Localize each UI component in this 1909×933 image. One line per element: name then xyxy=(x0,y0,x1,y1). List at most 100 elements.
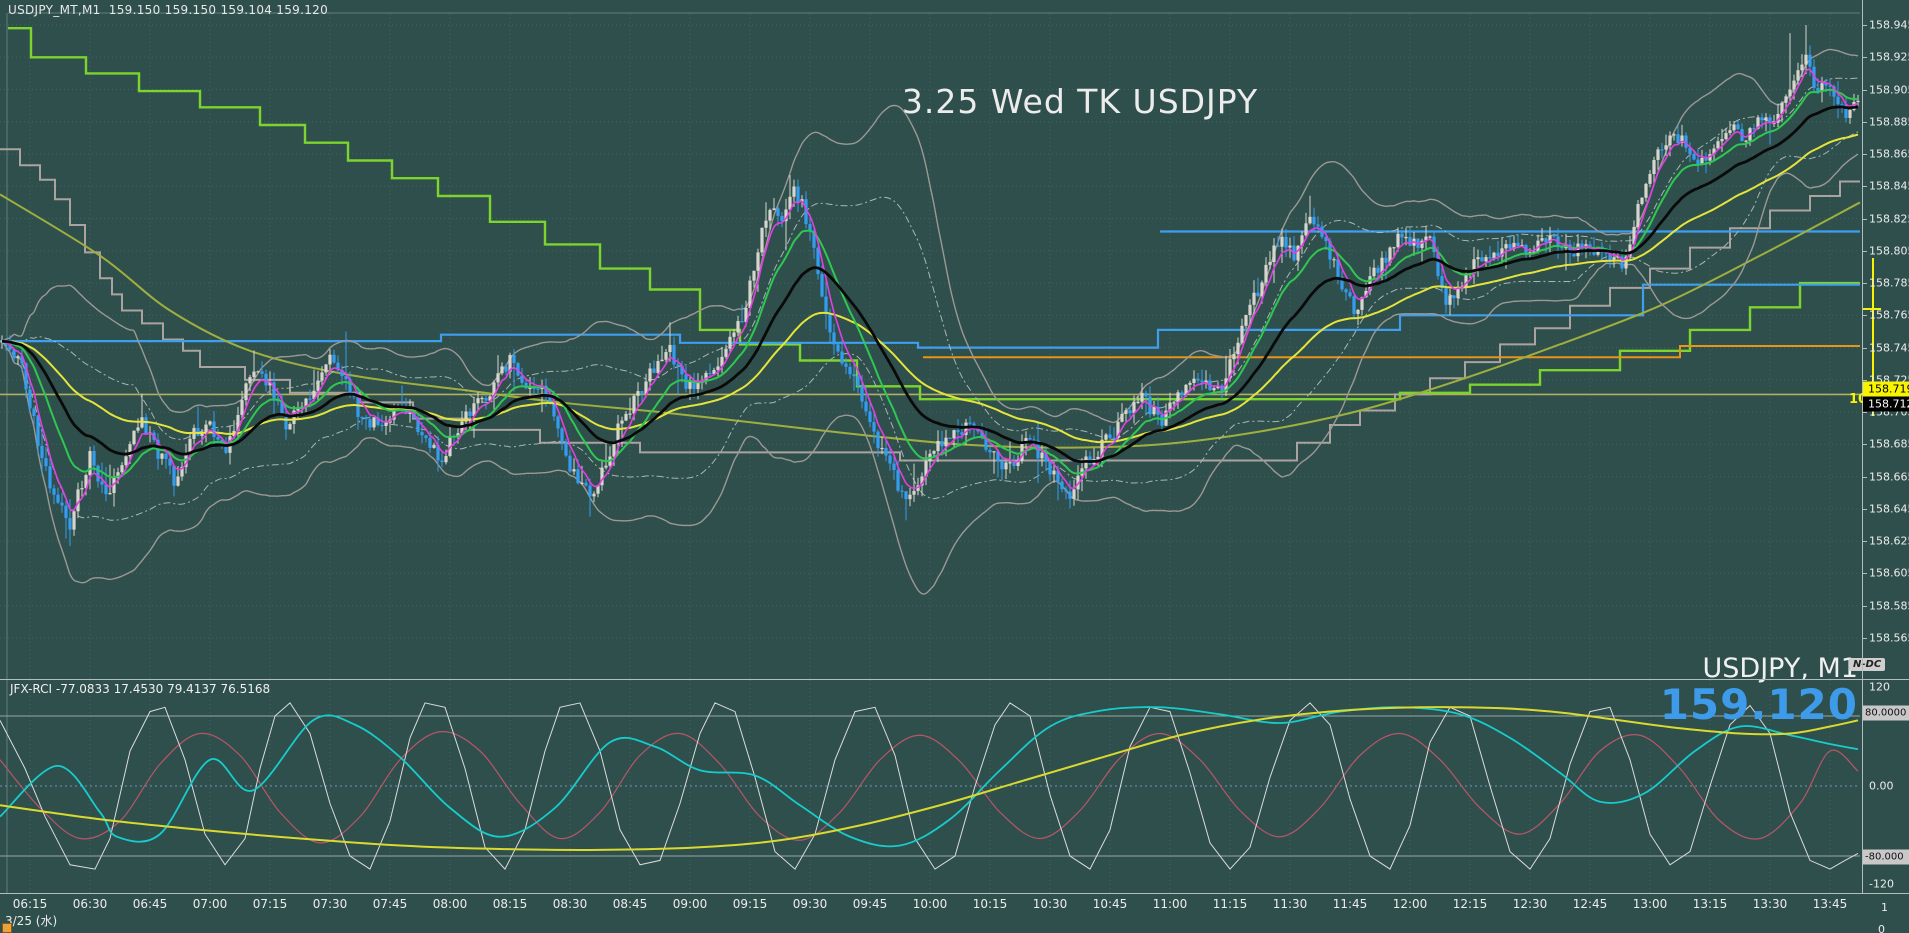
time-axis-label: 11:45 xyxy=(1332,897,1368,911)
osc-level-badge: 80.0000 xyxy=(1863,705,1909,721)
time-axis-label: 09:30 xyxy=(792,897,828,911)
rci-grid xyxy=(0,680,1862,893)
orange-level-line xyxy=(923,345,1860,359)
rci-lines xyxy=(0,702,1859,870)
price-axis-tick xyxy=(1863,121,1867,123)
rci-values-label: JFX-RCI -77.0833 17.4530 79.4137 76.5168 xyxy=(10,682,271,696)
corner-label: 1 xyxy=(1881,901,1888,914)
price-axis-tick xyxy=(1863,154,1867,156)
time-axis-label: 12:15 xyxy=(1452,897,1488,911)
time-axis-label: 13:00 xyxy=(1632,897,1668,911)
measure-tool-line[interactable] xyxy=(1872,258,1874,416)
price-axis-label: 158.565 xyxy=(1869,631,1909,645)
watermark-price: 159.120 xyxy=(1659,680,1858,730)
price-axis-label: 158.845 xyxy=(1869,179,1909,193)
osc-level-badge: -80.000 xyxy=(1863,849,1909,865)
price-axis-tick xyxy=(1863,412,1867,414)
osc-axis-label: 120 xyxy=(1869,680,1890,694)
price-axis-tick xyxy=(1863,541,1867,543)
time-axis-label: 09:00 xyxy=(672,897,708,911)
time-axis-label: 10:15 xyxy=(972,897,1008,911)
time-axis[interactable]: 3/25 (水) 06:15 06:30 06:45 07:00 07:15 07:30 0… xyxy=(0,893,1909,933)
main-price-chart[interactable] xyxy=(0,0,1862,680)
rci-mid xyxy=(0,731,1859,844)
price-axis-label: 158.625 xyxy=(1869,534,1909,548)
time-axis-label: 13:30 xyxy=(1752,897,1788,911)
time-axis-label: 08:30 xyxy=(552,897,588,911)
price-axis-label: 158.945 xyxy=(1869,18,1909,32)
price-badge: 158.719 xyxy=(1863,381,1909,397)
time-axis-label: 08:15 xyxy=(492,897,528,911)
price-axis-tick xyxy=(1863,605,1867,607)
panel-separator-top[interactable] xyxy=(0,679,1909,680)
price-axis-label: 158.785 xyxy=(1869,276,1909,290)
ema-slower-yellow xyxy=(1,133,1859,444)
price-axis-label: 158.745 xyxy=(1869,341,1909,355)
time-axis-label: 13:45 xyxy=(1812,897,1848,911)
price-axis-label: 158.925 xyxy=(1869,50,1909,64)
price-axis-tick xyxy=(1863,573,1867,575)
time-axis-label: 11:30 xyxy=(1272,897,1308,911)
panel-separator-bottom xyxy=(0,893,1909,894)
broker-logo-badge: N-DC xyxy=(1849,658,1886,671)
chart-title-overlay: 3.25 Wed TK USDJPY xyxy=(901,82,1259,121)
price-axis-tick xyxy=(1863,283,1867,285)
ema-fast-magenta xyxy=(1,68,1859,512)
time-axis-label: 07:00 xyxy=(192,897,228,911)
rci-indicator-panel[interactable] xyxy=(0,680,1862,893)
time-axis-label: 11:00 xyxy=(1152,897,1188,911)
price-axis[interactable]: 10 158.945 158.925 158.905 158.885 158.865 15… xyxy=(1849,0,1909,893)
ema-slow-black xyxy=(1,105,1859,464)
time-axis-label: 11:15 xyxy=(1212,897,1248,911)
corner-label: 0 xyxy=(1878,923,1885,933)
time-axis-label: 09:45 xyxy=(852,897,888,911)
time-axis-label: 08:45 xyxy=(612,897,648,911)
time-axis-label: 07:30 xyxy=(312,897,348,911)
price-axis-tick xyxy=(1863,315,1867,317)
price-axis-tick xyxy=(1863,218,1867,220)
time-axis-label: 08:00 xyxy=(432,897,468,911)
osc-axis-label: 0.00 xyxy=(1869,779,1894,793)
bollinger-bands xyxy=(1,48,1859,595)
time-axis-label: 12:00 xyxy=(1392,897,1428,911)
price-axis-tick xyxy=(1863,444,1867,446)
time-axis-label: 10:00 xyxy=(912,897,948,911)
price-axis-label: 158.585 xyxy=(1869,599,1909,613)
price-badge: 158.712 xyxy=(1863,396,1909,412)
rci-slow xyxy=(0,706,1859,848)
price-axis-label: 158.805 xyxy=(1869,244,1909,258)
watermark: USDJPY, M1 159.120 xyxy=(1659,654,1858,730)
time-axis-label: 13:15 xyxy=(1692,897,1728,911)
price-axis-tick xyxy=(1863,89,1867,91)
green-step-line xyxy=(8,27,1860,401)
price-axis-tick xyxy=(1863,508,1867,510)
scroll-position-marker[interactable] xyxy=(2,923,12,933)
measure-tool-tick xyxy=(1863,308,1881,310)
price-axis-label: 158.865 xyxy=(1869,147,1909,161)
time-axis-label: 06:45 xyxy=(132,897,168,911)
ema-mid-green xyxy=(1,88,1859,479)
time-axis-label: 09:15 xyxy=(732,897,768,911)
price-axis-tick xyxy=(1863,57,1867,59)
price-axis-tick xyxy=(1863,25,1867,26)
price-axis-tick xyxy=(1863,637,1867,639)
price-axis-label: 158.765 xyxy=(1869,308,1909,322)
osc-axis-label: -120 xyxy=(1869,877,1894,891)
blue-level-line-a xyxy=(0,283,1860,349)
rci-fast xyxy=(0,702,1859,870)
price-axis-tick xyxy=(1863,476,1867,478)
price-axis-label: 158.885 xyxy=(1869,115,1909,129)
time-axis-label: 12:45 xyxy=(1572,897,1608,911)
price-axis-label: 158.605 xyxy=(1869,566,1909,580)
time-axis-label: 07:15 xyxy=(252,897,288,911)
price-axis-tick xyxy=(1863,250,1867,252)
time-axis-label: 10:30 xyxy=(1032,897,1068,911)
price-axis-tick xyxy=(1863,379,1867,381)
moving-averages xyxy=(1,68,1859,512)
time-axis-label: 12:30 xyxy=(1512,897,1548,911)
measure-tool-label: 10 xyxy=(1849,392,1868,407)
time-axis-label: 10:45 xyxy=(1092,897,1128,911)
price-axis-tick xyxy=(1863,347,1867,349)
time-axis-label: 06:30 xyxy=(72,897,108,911)
